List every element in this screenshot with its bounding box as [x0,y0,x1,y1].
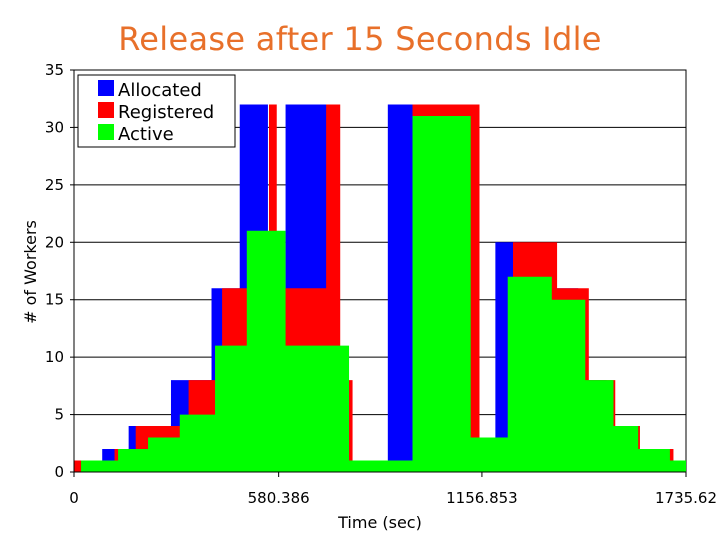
y-tick-label-30: 30 [45,118,64,136]
y-tick-label-0: 0 [54,463,64,481]
y-tick-label-10: 10 [45,348,64,366]
y-tick-label-5: 5 [54,406,64,424]
legend-swatch-allocated [98,80,114,96]
legend-label-allocated: Allocated [118,80,202,101]
y-tick-label-15: 15 [45,291,64,309]
x-tick-label-0: 0 [69,489,79,507]
legend-label-active: Active [118,124,174,145]
y-tick-label-25: 25 [45,176,64,194]
legend-swatch-registered [98,102,114,118]
y-axis-title: # of Workers [21,220,40,324]
x-tick-label-3: 1735.62 [655,489,717,507]
legend: Allocated Registered Active [77,74,236,148]
series-layer [74,104,686,473]
x-tick-label-2: 1156.853 [446,489,518,507]
legend-swatch-active [98,124,114,140]
axis-layer: 0 5 10 15 20 25 30 35 0 580.386 1156.853 1735.62 [45,61,717,507]
chart-title: Release after 15 Seconds Idle [118,20,602,58]
y-tick-label-20: 20 [45,233,64,251]
series-area-active [74,115,686,472]
x-axis-title: Time (sec) [337,513,422,532]
x-tick-label-1: 580.386 [248,489,310,507]
y-tick-label-35: 35 [45,61,64,79]
legend-label-registered: Registered [118,102,214,123]
